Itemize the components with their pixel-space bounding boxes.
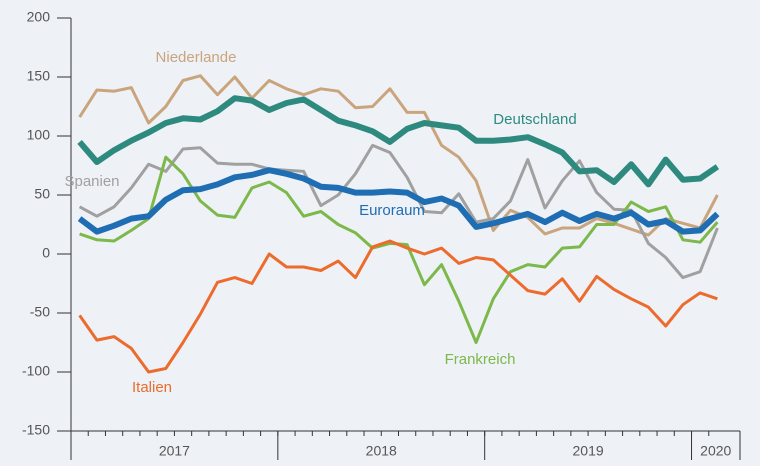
x-group-label: 2019 [573,443,604,459]
y-tick-label: -50 [30,304,50,320]
x-group-label: 2020 [700,443,731,459]
series-label: Deutschland [493,111,576,128]
y-tick-label: -150 [22,422,50,438]
y-tick-label: -100 [22,363,50,379]
series-line [77,95,720,188]
series-label: Frankreich [445,351,516,368]
series-line [78,74,719,237]
y-tick-label: 50 [34,186,50,202]
y-tick-label: 200 [27,9,51,25]
x-group-label: 2018 [366,443,397,459]
series-line [77,167,720,235]
series-label: Niederlande [156,49,237,66]
series-line [78,143,719,280]
y-tick-label: 0 [42,245,50,261]
series-label: Italien [132,379,172,396]
y-tick-label: 100 [27,127,51,143]
y-tick-label: 150 [27,68,51,84]
series-label: Spanien [64,173,119,190]
x-group-label: 2017 [159,443,190,459]
series-label: Euroraum [359,202,425,219]
series-line [79,155,719,344]
series-line [78,239,718,374]
